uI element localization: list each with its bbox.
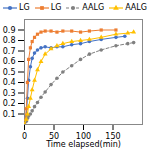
html-text:LG: LG (19, 3, 30, 12)
svg-text:0.8: 0.8 (3, 36, 16, 45)
svg-text:0.5: 0.5 (3, 68, 16, 77)
svg-text:100: 100 (75, 132, 92, 142)
svg-text:0.9: 0.9 (3, 26, 16, 35)
svg-text:0.6: 0.6 (3, 57, 16, 66)
svg-text:0.7: 0.7 (3, 47, 16, 56)
svg-text:Time elapsed(min): Time elapsed(min) (45, 140, 121, 149)
svg-text:0.1: 0.1 (3, 110, 16, 119)
svg-text:0: 0 (22, 132, 27, 141)
html-text:LG: LG (50, 3, 62, 12)
svg-text:0.2: 0.2 (3, 99, 16, 108)
svg-text:150: 150 (105, 132, 121, 142)
svg-text:0.4: 0.4 (3, 78, 16, 87)
html-text:AALG: AALG (125, 3, 147, 12)
html-text:AALG: AALG (82, 3, 105, 12)
svg-text:50: 50 (48, 132, 60, 142)
svg-text:0.3: 0.3 (3, 89, 16, 98)
